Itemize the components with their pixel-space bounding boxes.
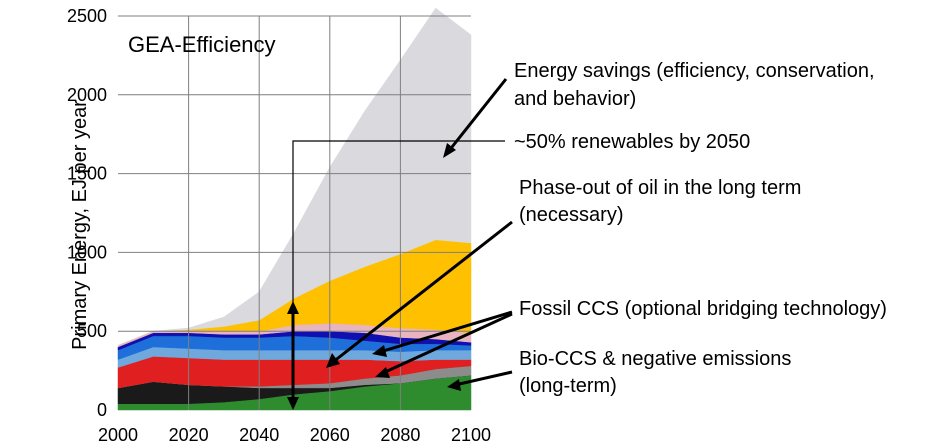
annotation-arrows: [287, 78, 513, 410]
annotation-bio-ccs-line1: Bio-CCS & negative emissions: [519, 348, 791, 370]
y-tick-label: 2000: [67, 85, 107, 105]
arrow-fossil-ccs-a: [379, 310, 513, 354]
annotation-oil-line1: Phase-out of oil in the long term: [519, 177, 801, 199]
arrow-fossil-ccs-b-head: [375, 367, 390, 378]
arrow-fossil-ccs-b: [382, 312, 513, 375]
area-band-10: [117, 7, 472, 346]
arrow-energy-savings-head: [443, 143, 456, 158]
x-tick-label: 2100: [451, 425, 491, 445]
annotation-fossil-ccs: Fossil CCS (optional bridging technology…: [519, 298, 887, 320]
arrow-bio-ccs: [454, 370, 513, 387]
x-tick-label: 2000: [98, 425, 138, 445]
y-tick-label: 1000: [67, 242, 107, 262]
arrow-oil-phase-out-head: [326, 353, 340, 368]
y-tick-label: 1500: [67, 164, 107, 184]
annotation-energy-savings-line1: Energy savings (efficiency, conservation…: [514, 60, 875, 82]
x-tick-label: 2040: [239, 425, 279, 445]
y-tick-labels: 0 500 1000 1500 2000 2500: [67, 6, 107, 420]
annotation-energy-savings-line2: and behavior): [514, 88, 636, 110]
y-tick-label: 500: [77, 321, 107, 341]
y-axis-label: Primary Energy, EJ per year: [69, 100, 91, 350]
x-tick-label: 2060: [310, 425, 350, 445]
x-tick-label: 2080: [380, 425, 420, 445]
x-tick-labels: 2000 2020 2040 2060 2080 2100: [98, 425, 491, 445]
grid-lines: [118, 15, 471, 410]
annotations: Energy savings (efficiency, conservation…: [514, 60, 887, 397]
annotation-renewables: ~50% renewables by 2050: [514, 131, 750, 153]
y-tick-label: 2500: [67, 6, 107, 26]
arrow-oil-phase-out: [332, 220, 513, 364]
arrow-fossil-ccs-a-head: [372, 345, 387, 357]
y-tick-label: 0: [97, 400, 107, 420]
arrow-bio-ccs-head: [447, 379, 461, 391]
arrow-energy-savings: [446, 78, 508, 153]
x-tick-label: 2020: [169, 425, 209, 445]
chart-title: GEA-Efficiency: [128, 32, 276, 57]
annotation-oil-line2: (necessary): [519, 204, 623, 226]
annotation-bio-ccs-line2: (long-term): [519, 375, 617, 397]
